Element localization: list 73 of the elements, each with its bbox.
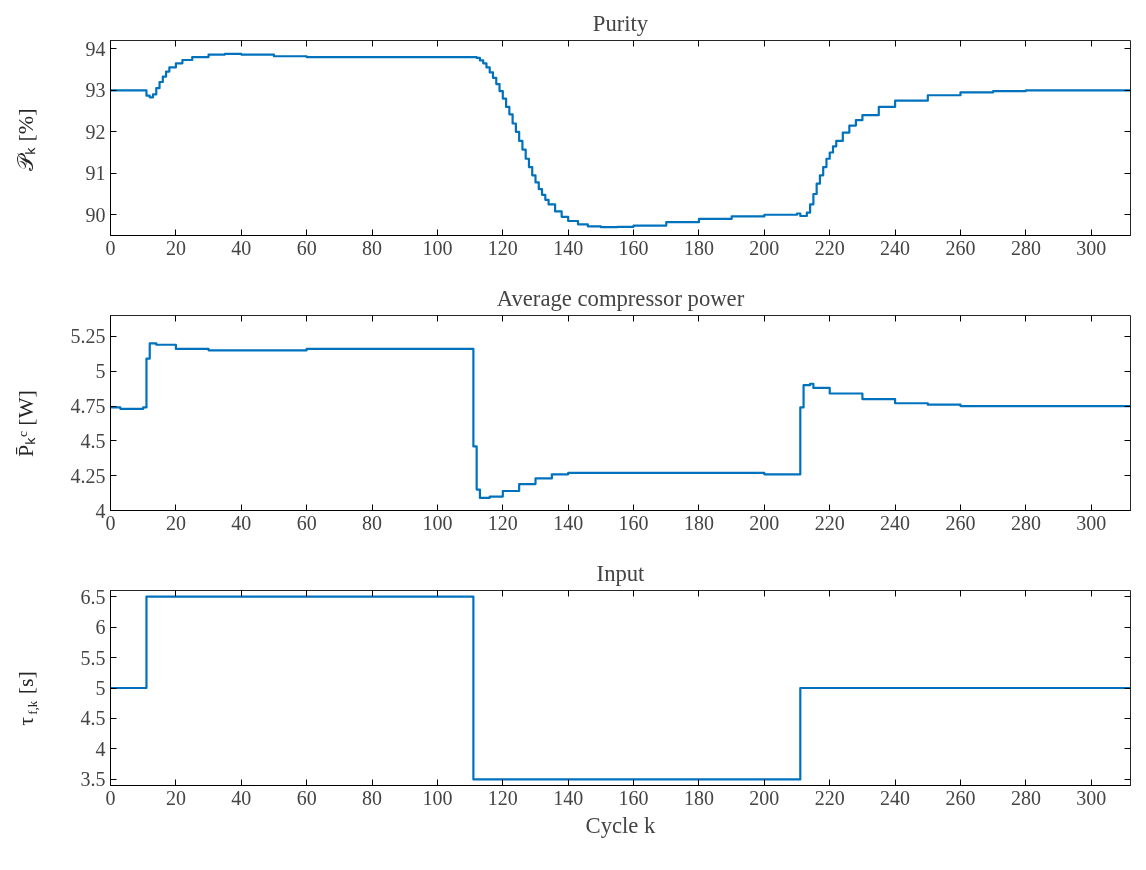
x-tick-label: 100 <box>422 786 453 809</box>
x-tick-label: 20 <box>165 236 186 259</box>
x-tick-label: 200 <box>749 511 780 534</box>
x-tick-label: 280 <box>1010 236 1041 259</box>
x-tick-label: 80 <box>362 511 383 534</box>
x-tick-label: 120 <box>487 236 518 259</box>
x-tick-label: 100 <box>422 236 453 259</box>
x-tick-label: 40 <box>231 511 252 534</box>
x-tick-label: 180 <box>683 511 714 534</box>
y-axis-title: τf,k [s] <box>13 671 40 726</box>
x-tick-label: 200 <box>749 236 780 259</box>
x-tick-label: 240 <box>880 511 911 534</box>
x-tick-label: 80 <box>362 786 383 809</box>
x-tick-label: 260 <box>945 511 976 534</box>
x-tick-label: 60 <box>296 786 317 809</box>
x-tick-label: 220 <box>814 511 845 534</box>
x-tick-label: 40 <box>231 786 252 809</box>
y-tick-label: 91 <box>85 162 106 185</box>
chart-title: Average compressor power <box>496 285 745 311</box>
chart-title: Purity <box>592 10 649 36</box>
y-tick-label: 5 <box>95 360 106 383</box>
x-tick-label: 300 <box>1076 236 1107 259</box>
x-tick-label: 120 <box>487 786 518 809</box>
x-tick-label: 220 <box>814 236 845 259</box>
x-tick-label: 40 <box>231 236 252 259</box>
y-axis-title: 𝒫ₖ [%] <box>13 108 38 171</box>
x-tick-label: 260 <box>945 236 976 259</box>
chart-title: Input <box>596 560 646 586</box>
y-tick-label: 3.5 <box>80 768 106 791</box>
x-tick-label: 180 <box>683 236 714 259</box>
y-tick-label: 5.25 <box>70 325 106 348</box>
x-tick-label: 280 <box>1010 786 1041 809</box>
x-tick-label: 60 <box>296 236 317 259</box>
x-tick-label: 140 <box>553 236 584 259</box>
y-tick-label: 4.5 <box>80 707 106 730</box>
x-tick-label: 0 <box>105 511 116 534</box>
x-tick-label: 0 <box>105 236 116 259</box>
x-tick-label: 0 <box>105 786 116 809</box>
x-tick-label: 120 <box>487 511 518 534</box>
x-tick-label: 280 <box>1010 511 1041 534</box>
y-tick-label: 5 <box>95 677 106 699</box>
y-tick-label: 6.5 <box>80 585 106 608</box>
x-tick-label: 140 <box>553 511 584 534</box>
y-tick-label: 90 <box>85 203 106 226</box>
x-tick-label: 160 <box>618 236 649 259</box>
x-tick-label: 260 <box>945 786 976 809</box>
y-tick-label: 6 <box>95 616 106 639</box>
y-tick-label: 4.25 <box>70 464 106 487</box>
x-tick-label: 240 <box>880 786 911 809</box>
x-tick-label: 200 <box>749 786 780 809</box>
y-tick-label: 5.5 <box>80 646 106 669</box>
x-tick-label: 220 <box>814 786 845 809</box>
x-tick-label: 20 <box>165 786 186 809</box>
x-axis-title: Cycle k <box>585 812 657 838</box>
x-tick-label: 80 <box>362 236 383 259</box>
y-axis-title: P̄ₖᶜ [W] <box>13 390 38 457</box>
y-tick-label: 4.5 <box>80 429 106 452</box>
x-tick-label: 100 <box>422 511 453 534</box>
x-tick-label: 240 <box>880 236 911 259</box>
y-tick-label: 94 <box>85 37 106 60</box>
y-tick-label: 93 <box>85 79 106 102</box>
y-tick-label: 4.75 <box>70 395 106 418</box>
x-tick-label: 20 <box>165 511 186 534</box>
x-tick-label: 60 <box>296 511 317 534</box>
x-tick-label: 160 <box>618 786 649 809</box>
x-tick-label: 300 <box>1076 511 1107 534</box>
y-tick-label: 92 <box>85 120 106 143</box>
x-tick-label: 140 <box>553 786 584 809</box>
x-tick-label: 160 <box>618 511 649 534</box>
y-tick-label: 4 <box>95 499 106 522</box>
x-tick-label: 300 <box>1076 786 1107 809</box>
y-tick-label: 4 <box>95 737 106 760</box>
x-tick-label: 180 <box>683 786 714 809</box>
